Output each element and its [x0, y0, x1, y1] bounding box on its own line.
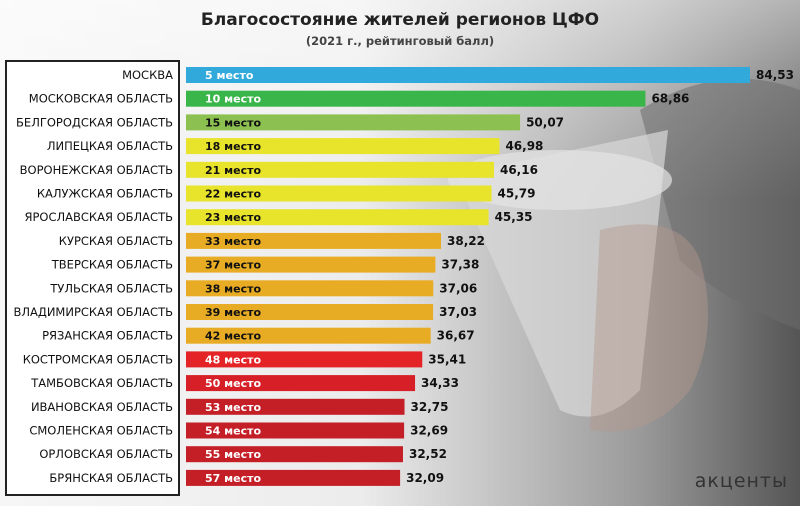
value-label: 35,41: [428, 352, 466, 366]
value-label: 37,06: [439, 281, 477, 295]
value-label: 46,16: [500, 163, 538, 177]
rank-label: 50 место: [205, 377, 261, 390]
rank-label: 42 место: [205, 330, 261, 343]
value-label: 32,75: [411, 400, 449, 414]
rank-label: 57 место: [205, 472, 261, 485]
category-label: ВОРОНЕЖСКАЯ ОБЛАСТЬ: [20, 163, 173, 177]
chart-title: Благосостояние жителей регионов ЦФО: [200, 10, 600, 30]
value-label: 32,09: [406, 471, 444, 485]
category-label: ТВЕРСКАЯ ОБЛАСТЬ: [51, 258, 173, 272]
category-label: БЕЛГОРОДСКАЯ ОБЛАСТЬ: [16, 115, 173, 129]
bar: [186, 185, 492, 202]
value-label: 50,07: [526, 115, 564, 129]
rank-label: 23 место: [205, 211, 261, 224]
chart-subtitle: (2021 г., рейтинговый балл): [305, 34, 495, 48]
bar: [186, 446, 403, 463]
category-label: БРЯНСКАЯ ОБЛАСТЬ: [49, 471, 173, 485]
rank-label: 53 место: [205, 401, 261, 414]
bar: [186, 304, 434, 320]
bar: [186, 209, 489, 226]
bar: [186, 327, 431, 344]
rank-label: 54 место: [205, 425, 261, 438]
value-label: 46,98: [505, 139, 543, 153]
bar: [186, 114, 521, 131]
bar: [186, 375, 416, 392]
rank-label: 15 место: [205, 116, 261, 129]
value-label: 84,53: [756, 68, 794, 82]
value-label: 34,33: [421, 376, 459, 390]
value-label: 32,52: [409, 447, 447, 461]
bar: [186, 67, 750, 83]
value-label: 68,86: [651, 92, 689, 106]
rank-label: 55 место: [205, 448, 261, 461]
bar: [186, 256, 436, 273]
rank-label: 33 место: [205, 235, 261, 248]
value-label: 37,03: [439, 305, 477, 319]
category-label: МОСКОВСКАЯ ОБЛАСТЬ: [29, 92, 173, 106]
category-label: ОРЛОВСКАЯ ОБЛАСТЬ: [39, 447, 173, 461]
category-label: ВЛАДИМИРСКАЯ ОБЛАСТЬ: [13, 305, 173, 319]
category-label: РЯЗАНСКАЯ ОБЛАСТЬ: [42, 329, 173, 343]
category-label: СМОЛЕНСКАЯ ОБЛАСТЬ: [29, 424, 173, 438]
bar: [186, 398, 405, 415]
category-label: ИВАНОВСКАЯ ОБЛАСТЬ: [31, 400, 173, 414]
bar: [186, 469, 401, 486]
rank-label: 10 место: [205, 93, 261, 106]
rank-label: 39 место: [205, 306, 261, 319]
category-label-panel: [5, 60, 180, 496]
category-label: КУРСКАЯ ОБЛАСТЬ: [59, 234, 173, 248]
rank-label: 22 место: [205, 188, 261, 201]
category-label: ТАМБОВСКАЯ ОБЛАСТЬ: [30, 376, 173, 390]
bar: [186, 138, 500, 155]
bar: [186, 161, 494, 178]
category-label: КАЛУЖСКАЯ ОБЛАСТЬ: [37, 187, 173, 201]
category-label: ЛИПЕЦКАЯ ОБЛАСТЬ: [47, 139, 173, 153]
rank-label: 5 место: [205, 69, 254, 82]
bar: [186, 90, 646, 107]
category-label: ЯРОСЛАВСКАЯ ОБЛАСТЬ: [24, 210, 173, 224]
category-label: ТУЛЬСКАЯ ОБЛАСТЬ: [49, 281, 173, 295]
brand-logo-text: акценты: [694, 470, 788, 492]
rank-label: 48 место: [205, 353, 261, 366]
value-label: 38,22: [447, 234, 485, 248]
rank-label: 21 место: [205, 164, 261, 177]
value-label: 32,69: [410, 424, 448, 438]
bar: [186, 351, 423, 368]
value-label: 37,38: [441, 258, 479, 272]
bar: [186, 422, 405, 439]
rank-label: 18 место: [205, 140, 261, 153]
value-label: 45,79: [498, 187, 536, 201]
rank-label: 38 место: [205, 282, 261, 295]
category-label: МОСКВА: [122, 68, 173, 82]
value-label: 36,67: [437, 329, 475, 343]
category-label: КОСТРОМСКАЯ ОБЛАСТЬ: [23, 352, 173, 366]
value-label: 45,35: [495, 210, 533, 224]
bar: [186, 280, 434, 297]
bar: [186, 232, 442, 249]
rank-label: 37 место: [205, 259, 261, 272]
